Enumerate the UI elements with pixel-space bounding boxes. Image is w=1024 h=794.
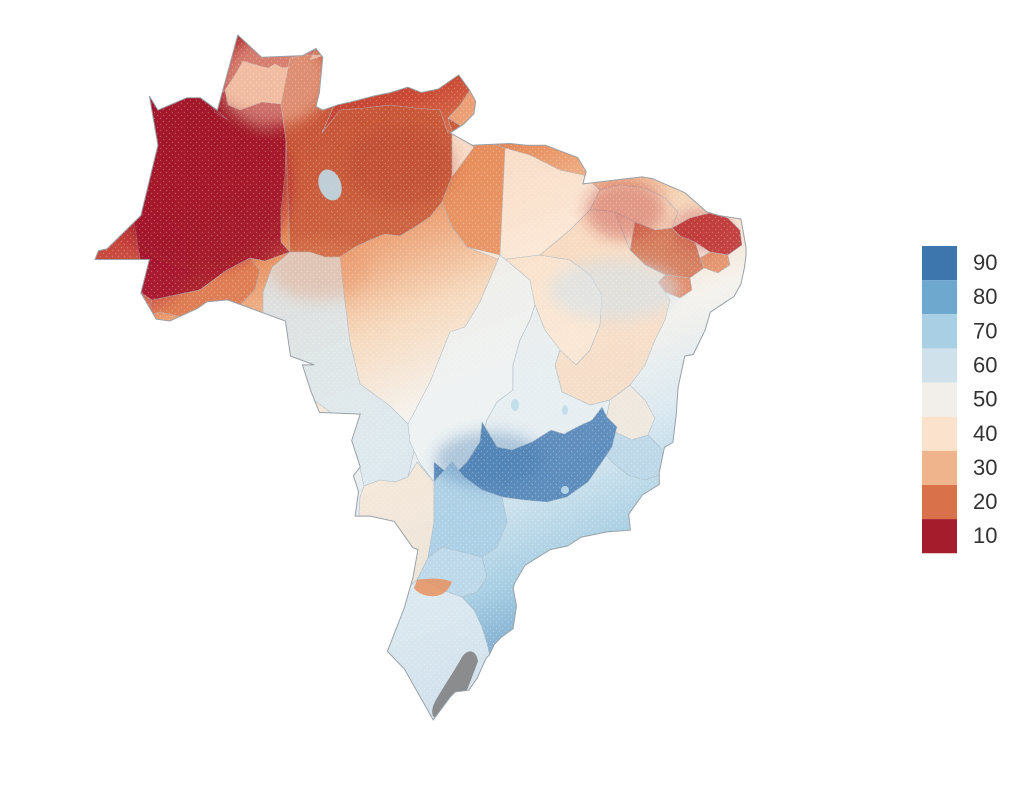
svg-text:30: 30 [973, 455, 997, 480]
svg-text:20: 20 [973, 489, 997, 514]
svg-text:60: 60 [973, 353, 997, 378]
svg-text:10: 10 [973, 523, 997, 548]
svg-text:80: 80 [973, 284, 997, 309]
svg-text:90: 90 [973, 250, 997, 275]
svg-text:40: 40 [973, 421, 997, 446]
svg-text:70: 70 [973, 318, 997, 343]
svg-text:50: 50 [973, 387, 997, 412]
